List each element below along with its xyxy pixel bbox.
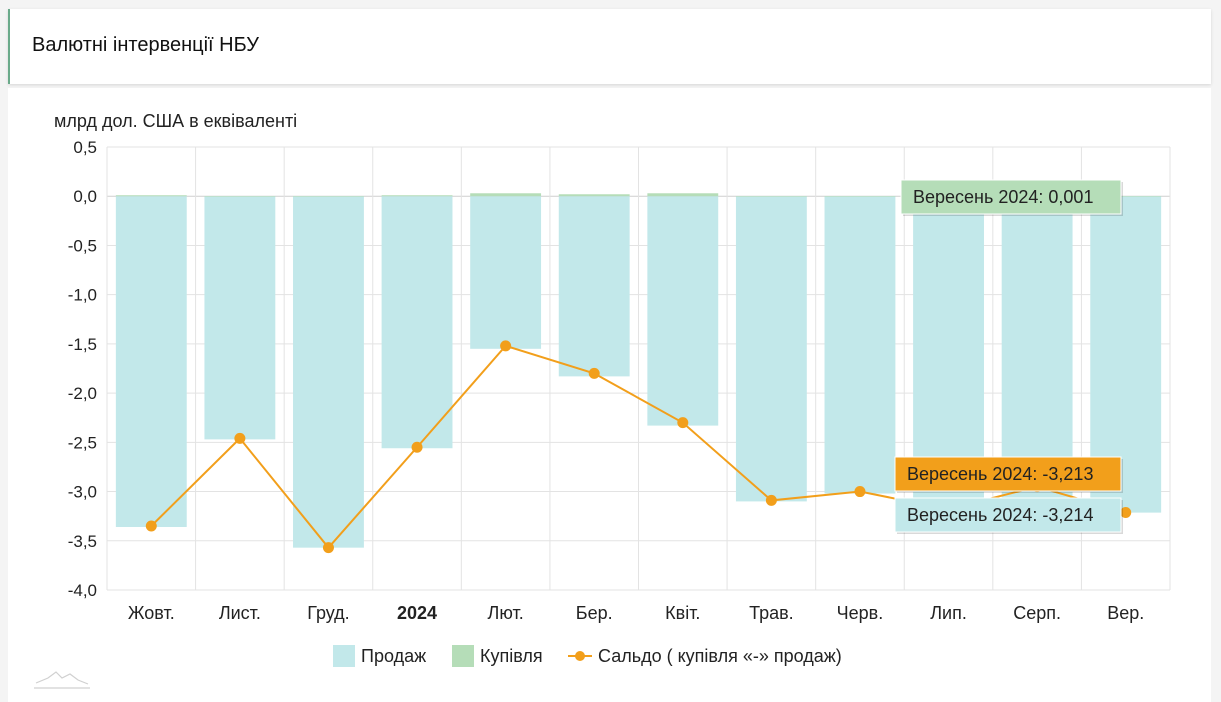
tooltip-box	[894, 456, 1122, 492]
x-tick-label: Трав.	[749, 603, 794, 623]
bar-sale[interactable]	[647, 196, 719, 426]
tooltip-text: Вересень 2024: 0,001	[913, 187, 1093, 207]
tooltip-box	[894, 497, 1122, 533]
legend-label: Сальдо ( купівля «-» продаж)	[598, 646, 842, 666]
x-tick-label: Серп.	[1013, 603, 1061, 623]
tooltip-text: Вересень 2024: -3,214	[907, 505, 1093, 525]
x-tick-label: Груд.	[307, 603, 349, 623]
y-tick-label: -4,0	[68, 581, 97, 600]
legend-swatch	[452, 645, 474, 667]
tooltip: Вересень 2024: -3,213	[894, 456, 1123, 493]
bar-sale[interactable]	[293, 196, 364, 548]
legend-item[interactable]: Сальдо ( купівля «-» продаж)	[568, 646, 842, 666]
bar-sale[interactable]	[735, 196, 807, 502]
bar-sale[interactable]	[115, 196, 187, 527]
y-tick-label: -2,0	[68, 384, 97, 403]
bar-purchase[interactable]	[558, 194, 630, 197]
bar-purchase[interactable]	[204, 196, 276, 197]
bar-sale[interactable]	[381, 196, 453, 449]
balance-point[interactable]	[1120, 507, 1132, 519]
bar-sale[interactable]	[1001, 196, 1073, 507]
bar-sale[interactable]	[204, 196, 276, 440]
bar-purchase[interactable]	[470, 193, 542, 197]
y-tick-label: 0,0	[73, 187, 97, 206]
x-tick-label: Квіт.	[665, 603, 700, 623]
y-tick-label: -3,0	[68, 483, 97, 502]
bar-sale[interactable]	[558, 196, 630, 377]
balance-point[interactable]	[677, 417, 689, 429]
logo-watermark-icon	[34, 671, 90, 689]
legend-label: Продаж	[361, 646, 426, 666]
x-tick-label: Бер.	[576, 603, 613, 623]
page-title: Валютні інтервенції НБУ	[32, 34, 259, 56]
balance-point[interactable]	[854, 486, 866, 498]
balance-point[interactable]	[411, 441, 423, 453]
x-tick-label: Лют.	[488, 603, 524, 623]
bar-sale[interactable]	[470, 196, 542, 349]
balance-point[interactable]	[588, 367, 600, 379]
legend-label: Купівля	[480, 646, 543, 666]
balance-point[interactable]	[765, 494, 777, 506]
bar-purchase[interactable]	[735, 196, 807, 197]
tooltip-box	[900, 179, 1122, 215]
y-tick-label: -3,5	[68, 532, 97, 551]
y-tick-label: -0,5	[68, 236, 97, 255]
tooltip: Вересень 2024: 0,001	[900, 179, 1123, 216]
y-axis-label: млрд дол. США в еквіваленті	[54, 111, 297, 131]
bar-purchase[interactable]	[381, 195, 453, 197]
y-tick-label: -2,5	[68, 433, 97, 452]
y-tick-label: -1,5	[68, 335, 97, 354]
x-tick-label: Вер.	[1107, 603, 1144, 623]
y-tick-label: 0,5	[73, 138, 97, 157]
balance-point[interactable]	[145, 520, 157, 532]
interventions-chart: млрд дол. США в еквіваленті 0,5 0,0 -0,5 -1…	[34, 111, 1171, 689]
chart-panel: млрд дол. США в еквіваленті 0,5 0,0 -0,5 -1…	[8, 88, 1211, 702]
bar-purchase[interactable]	[824, 196, 896, 197]
bar-purchase[interactable]	[293, 196, 364, 197]
bar-sale[interactable]	[913, 196, 984, 500]
legend-marker	[575, 651, 585, 661]
tooltip-text: Вересень 2024: -3,213	[907, 464, 1093, 484]
balance-point[interactable]	[322, 542, 334, 554]
x-tick-label: Лип.	[930, 603, 967, 623]
bar-purchase[interactable]	[647, 193, 719, 197]
tooltip: Вересень 2024: -3,214	[894, 497, 1123, 534]
balance-point[interactable]	[234, 432, 246, 444]
y-tick-label: -1,0	[68, 286, 97, 305]
balance-point[interactable]	[500, 340, 512, 352]
x-tick-label: Черв.	[837, 603, 884, 623]
chart-header: Валютні інтервенції НБУ	[8, 9, 1211, 84]
bar-purchase[interactable]	[115, 195, 187, 197]
legend-swatch	[333, 645, 355, 667]
x-tick-label: 2024	[397, 603, 437, 623]
bar-purchase[interactable]	[1090, 196, 1162, 197]
x-tick-label: Жовт.	[128, 603, 175, 623]
legend-item[interactable]: Купівля	[452, 645, 543, 667]
bar-sale[interactable]	[824, 196, 896, 494]
legend-item[interactable]: Продаж	[333, 645, 426, 667]
x-tick-label: Лист.	[219, 603, 261, 623]
